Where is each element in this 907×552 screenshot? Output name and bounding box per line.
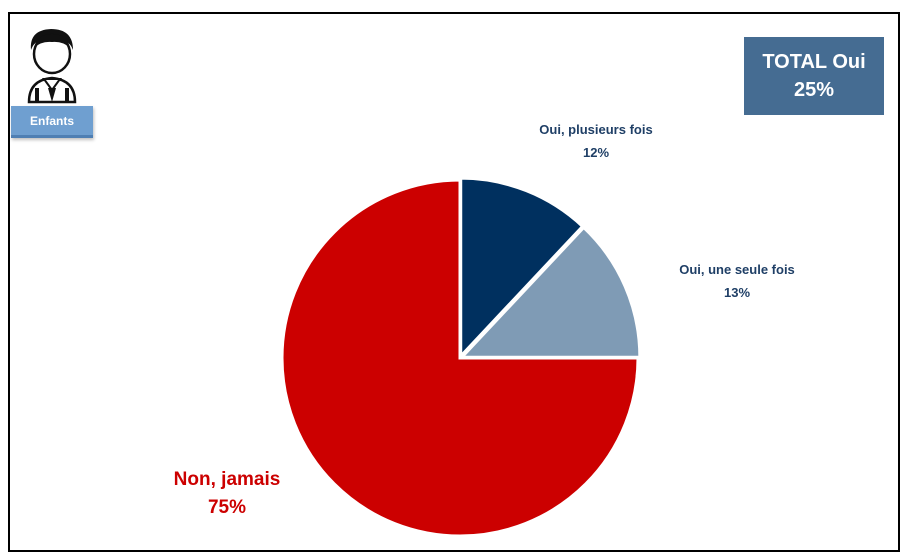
pie-labels: Oui, plusieurs fois 12% Oui, une seule f… [174,122,795,518]
label-jamais-value: 75% [208,497,246,518]
label-seule-name: Oui, une seule fois [679,262,795,277]
slice-une-seule-fois [458,225,642,359]
boy-avatar-icon [17,24,89,104]
enfants-badge: Enfants [11,106,93,138]
label-plusieurs-name: Oui, plusieurs fois [539,122,652,137]
label-seule-value: 13% [724,285,750,300]
total-oui-value: 25% [793,79,835,101]
total-oui-title: TOTAL Oui [762,51,866,73]
total-oui-box: TOTAL Oui 25% [744,37,884,115]
slice-non-jamais [280,178,640,538]
label-jamais-name: Non, jamais [174,469,281,490]
slice-plusieurs-fois [459,176,585,360]
label-plusieurs-value: 12% [583,145,609,160]
pie-slices [280,176,642,538]
